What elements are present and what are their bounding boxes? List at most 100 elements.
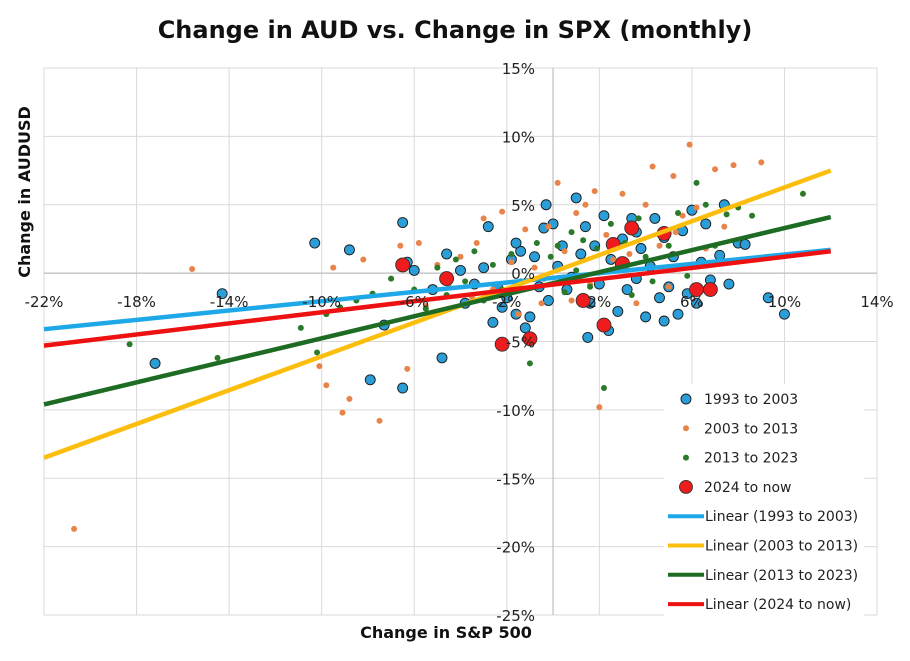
data-point (672, 308, 684, 320)
data-point (126, 341, 133, 348)
data-point (439, 271, 455, 287)
data-point (762, 292, 774, 304)
data-point (642, 253, 649, 260)
data-point (684, 272, 691, 279)
data-point (455, 264, 466, 276)
data-point (330, 264, 337, 271)
data-point (693, 179, 700, 186)
legend-item: 1993 to 2003 (680, 392, 798, 408)
data-point (533, 240, 540, 247)
x-tick-label: 2% (587, 293, 611, 311)
data-point (526, 360, 533, 367)
y-tick-label: -15% (496, 470, 535, 488)
data-point (675, 209, 682, 216)
legend-marker (680, 393, 692, 405)
legend-item: Linear (2003 to 2013) (668, 539, 858, 555)
data-point (404, 365, 411, 372)
data-point (508, 259, 515, 266)
data-point (473, 240, 480, 247)
data-point (700, 218, 712, 230)
y-tick-label: -25% (496, 607, 535, 625)
series-2024-to-now (395, 220, 718, 352)
data-point (499, 208, 506, 215)
data-point (702, 201, 709, 208)
legend-label: 1993 to 2003 (704, 392, 798, 408)
data-point (436, 352, 448, 364)
data-point (397, 217, 409, 228)
data-point (642, 201, 649, 208)
data-point (540, 199, 552, 211)
data-point (607, 220, 614, 227)
x-tick-label: -2% (492, 293, 521, 311)
data-point (628, 292, 635, 299)
data-point (649, 278, 656, 285)
x-tick-label: -22% (25, 293, 64, 311)
data-point (568, 297, 575, 304)
data-point (515, 245, 527, 257)
data-point (346, 395, 353, 402)
data-point (397, 242, 404, 249)
x-tick-label: -18% (117, 293, 156, 311)
data-point (723, 278, 735, 290)
data-point (672, 229, 679, 236)
data-point (568, 229, 575, 236)
data-point (624, 220, 640, 236)
data-point (462, 278, 469, 285)
data-point (633, 300, 640, 307)
data-point (522, 331, 538, 347)
trendline (43, 249, 831, 348)
data-point (702, 282, 718, 297)
x-tick-label: -6% (400, 293, 429, 311)
data-point (522, 226, 529, 233)
data-point (739, 238, 751, 250)
data-point (538, 300, 545, 307)
data-point (679, 212, 686, 219)
legend-label: 2024 to now (704, 480, 791, 496)
data-point (598, 210, 610, 222)
data-point (621, 284, 633, 295)
data-point (561, 289, 568, 296)
y-tick-label: 15% (502, 60, 535, 78)
x-tick-label: 6% (680, 293, 704, 311)
data-point (596, 317, 612, 333)
legend-item: 2013 to 2023 (683, 451, 798, 467)
data-point (524, 311, 536, 323)
data-point (649, 212, 661, 224)
data-point (496, 301, 508, 313)
data-point (397, 382, 409, 394)
data-point (545, 223, 552, 230)
data-point (434, 264, 441, 271)
x-axis-title: Change in S&P 500 (360, 623, 532, 642)
data-point (478, 262, 490, 274)
data-point (487, 316, 499, 328)
data-point (531, 264, 538, 271)
data-point (316, 363, 323, 370)
data-point (189, 266, 196, 273)
legend-label: 2013 to 2023 (704, 451, 798, 467)
y-tick-label: 0% (511, 265, 535, 283)
y-tick-label: -20% (496, 539, 535, 557)
data-point (395, 257, 411, 273)
data-point (388, 275, 395, 282)
data-point (441, 248, 453, 260)
data-point (309, 237, 321, 249)
data-point (603, 231, 610, 238)
data-point (635, 243, 647, 254)
data-point (799, 190, 806, 197)
data-point (339, 409, 346, 416)
data-point (619, 190, 626, 197)
data-point (542, 295, 554, 306)
data-point (693, 204, 700, 211)
data-point (554, 179, 561, 186)
data-point (482, 221, 494, 233)
data-point (489, 261, 496, 268)
data-point (635, 215, 642, 222)
data-point (554, 242, 561, 249)
data-point (686, 141, 693, 148)
data-point (778, 308, 790, 320)
legend-label: Linear (2013 to 2023) (705, 568, 858, 584)
data-point (670, 173, 677, 180)
trendline (43, 247, 831, 332)
data-point (573, 267, 580, 274)
